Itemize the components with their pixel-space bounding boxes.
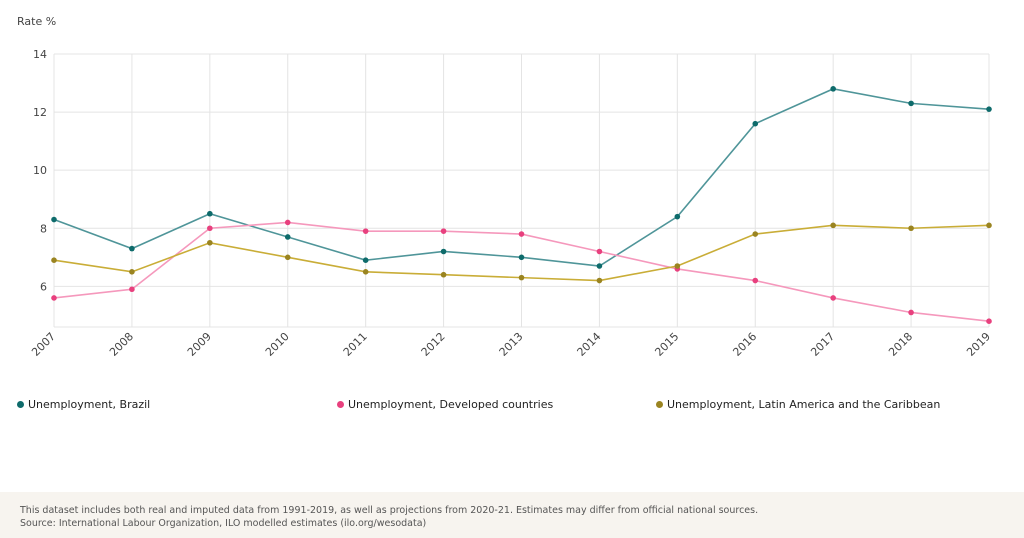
- legend-label: Unemployment, Latin America and the Cari…: [667, 398, 941, 411]
- data-point[interactable]: [830, 86, 836, 92]
- data-point[interactable]: [362, 269, 369, 275]
- data-point[interactable]: [207, 210, 213, 217]
- data-point[interactable]: [908, 309, 914, 316]
- data-point[interactable]: [51, 295, 57, 301]
- data-point[interactable]: [908, 225, 914, 232]
- x-tick-label: 2018: [886, 330, 915, 359]
- grid: [53, 53, 990, 328]
- source-note: Source: International Labour Organizatio…: [20, 518, 427, 529]
- data-point[interactable]: [986, 106, 992, 112]
- data-point[interactable]: [284, 219, 291, 226]
- data-point[interactable]: [207, 239, 213, 246]
- y-tick-label: 6: [40, 280, 47, 293]
- data-point[interactable]: [362, 257, 369, 264]
- legend-dot-icon: [17, 401, 24, 408]
- legend-item-0[interactable]: Unemployment, Brazil: [17, 398, 150, 411]
- y-tick-label: 8: [40, 222, 47, 235]
- data-point[interactable]: [284, 234, 291, 240]
- data-point[interactable]: [596, 263, 603, 269]
- data-point[interactable]: [518, 231, 525, 237]
- data-point[interactable]: [129, 286, 135, 293]
- x-tick-label: 2019: [964, 330, 993, 359]
- data-point[interactable]: [830, 222, 836, 229]
- data-point[interactable]: [518, 254, 525, 261]
- x-tick-label: 2016: [730, 330, 759, 359]
- data-point[interactable]: [986, 222, 992, 229]
- x-tick-label: 2015: [652, 330, 681, 359]
- data-point[interactable]: [908, 100, 914, 107]
- data-point[interactable]: [518, 274, 525, 281]
- y-tick-label: 10: [33, 164, 47, 177]
- dataset-note: This dataset includes both real and impu…: [20, 505, 759, 516]
- x-tick-label: 2014: [575, 330, 604, 359]
- data-point[interactable]: [674, 263, 681, 269]
- y-tick-labels: 6 8 10 12 14: [33, 48, 47, 293]
- x-tick-label: 2007: [29, 330, 58, 359]
- data-point[interactable]: [986, 318, 992, 324]
- x-tick-label: 2011: [341, 330, 370, 359]
- x-tick-label: 2017: [808, 330, 837, 359]
- data-point[interactable]: [674, 213, 681, 220]
- legend-dot-icon: [337, 401, 344, 408]
- data-point[interactable]: [440, 228, 447, 234]
- y-tick-label: 12: [33, 106, 47, 119]
- legend-label: Unemployment, Brazil: [28, 398, 151, 411]
- data-point[interactable]: [129, 269, 135, 275]
- x-tick-labels: 2007 2008 2009 2010 2011 2012 2013 2014 2015 2016…: [29, 330, 993, 359]
- x-tick-label: 2012: [419, 330, 448, 359]
- x-tick-label: 2009: [185, 330, 214, 359]
- data-point[interactable]: [752, 277, 759, 284]
- data-point[interactable]: [51, 216, 57, 223]
- x-tick-label: 2008: [107, 330, 136, 359]
- footer-note: This dataset includes both real and impu…: [0, 492, 1024, 538]
- data-point[interactable]: [440, 248, 447, 255]
- x-tick-label: 2013: [497, 330, 526, 359]
- legend-item-2[interactable]: Unemployment, Latin America and the Cari…: [656, 398, 940, 411]
- legend: Unemployment, Brazil Unemployment, Develo…: [0, 398, 1024, 414]
- data-point[interactable]: [129, 245, 135, 252]
- data-point[interactable]: [596, 248, 603, 255]
- data-point[interactable]: [362, 228, 369, 234]
- data-point[interactable]: [51, 257, 57, 264]
- legend-dot-icon: [656, 401, 663, 408]
- data-point[interactable]: [830, 295, 836, 301]
- data-point[interactable]: [752, 231, 759, 237]
- data-point[interactable]: [207, 225, 213, 232]
- data-point[interactable]: [284, 254, 291, 261]
- data-point[interactable]: [440, 271, 447, 278]
- y-axis-label: Rate %: [17, 15, 56, 28]
- line-chart: Rate % 6 8 10 12 14 2007 2008 2009 2010 2011 2012…: [17, 15, 993, 359]
- y-tick-label: 14: [33, 48, 47, 61]
- data-point[interactable]: [596, 277, 603, 284]
- data-point[interactable]: [752, 120, 759, 127]
- series-lines: [51, 86, 992, 324]
- legend-item-1[interactable]: Unemployment, Developed countries: [337, 398, 553, 411]
- legend-label: Unemployment, Developed countries: [348, 398, 554, 411]
- x-tick-label: 2010: [263, 330, 292, 359]
